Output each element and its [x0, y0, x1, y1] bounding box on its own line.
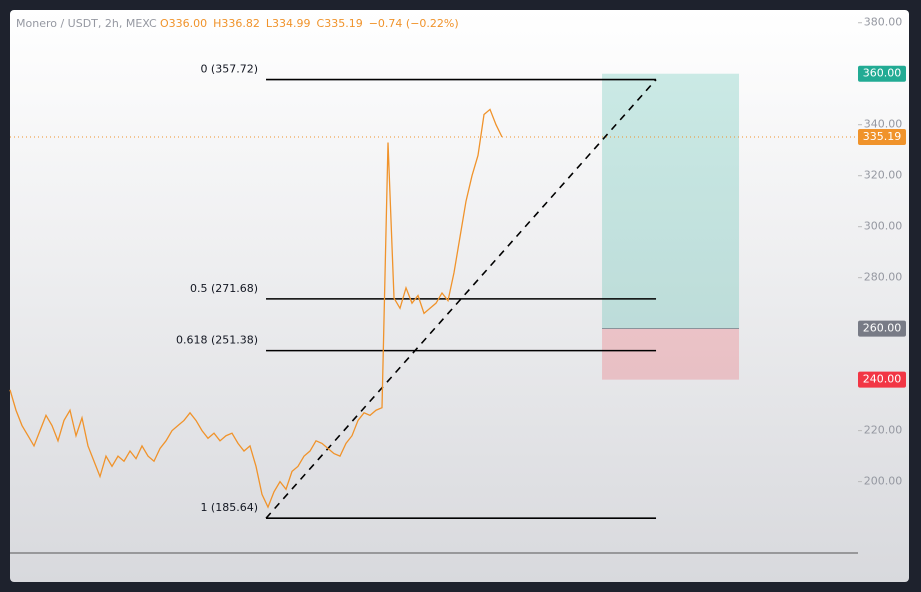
price-line: [9, 108, 503, 509]
symbol: Monero / USDT, 2h, MEXC: [16, 17, 157, 30]
last-price-badge: [858, 128, 906, 145]
ohlc-value: L334.99: [266, 17, 311, 30]
target-label: 360.00: [863, 67, 902, 80]
y-tick-label: 200.00: [864, 475, 903, 488]
y-tick-label: 340.00: [864, 118, 903, 131]
fib-label: 0.618 (251.38): [176, 334, 258, 347]
stop-label: 240.00: [863, 373, 902, 386]
ohlc-value: H336.82: [213, 17, 260, 30]
chart-background: [10, 10, 909, 582]
ohlc-value: C335.19: [317, 17, 363, 30]
loss-zone: [602, 328, 740, 380]
profit-zone: [602, 73, 740, 329]
y-tick-label: 280.00: [864, 271, 903, 284]
y-tick-label: 300.00: [864, 220, 903, 233]
entry-badge: [858, 320, 906, 337]
y-tick-label: 320.00: [864, 169, 903, 182]
target-badge: [858, 65, 906, 82]
y-tick-label: 220.00: [864, 424, 903, 437]
last-price-label: 335.19: [863, 130, 902, 143]
fib-label: 1 (185.64): [200, 501, 258, 514]
fib-trend: [265, 79, 657, 519]
entry-label: 260.00: [863, 322, 902, 335]
fib-label: 0.5 (271.68): [190, 282, 258, 295]
y-tick-label: 380.00: [864, 16, 903, 29]
stop-badge: [858, 371, 906, 388]
ohlc-value: −0.74 (−0.22%): [369, 17, 459, 30]
ohlc-value: O336.00: [160, 17, 207, 30]
fib-label: 0 (357.72): [200, 63, 258, 76]
